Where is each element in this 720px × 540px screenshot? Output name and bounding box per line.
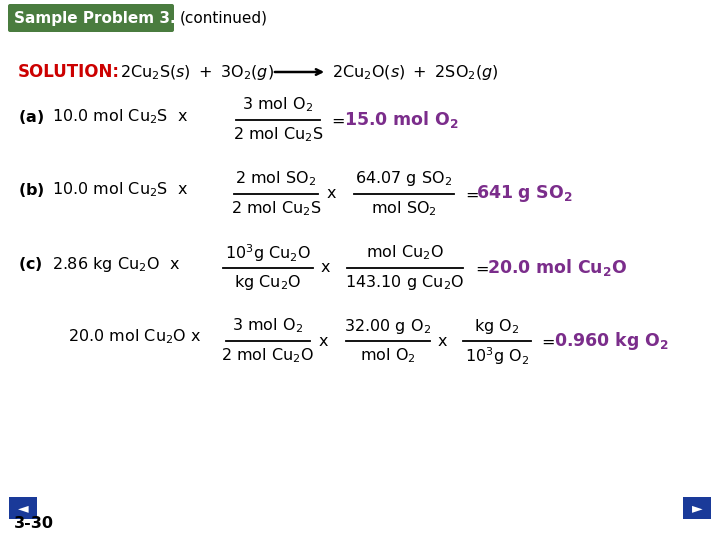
- Text: $\mathsf{2Cu_2S(}$$\mathit{s}$$\mathsf{)\ +\ 3O_2(}$$\mathit{g}$$\mathsf{)}$: $\mathsf{2Cu_2S(}$$\mathit{s}$$\mathsf{)…: [120, 63, 274, 82]
- Text: $\mathsf{10.0\ mol\ Cu_2S\ \ x}$: $\mathsf{10.0\ mol\ Cu_2S\ \ x}$: [52, 107, 189, 126]
- Text: $\mathsf{2Cu_2O(}$$\mathit{s}$$\mathsf{)\ +\ 2SO_2(}$$\mathit{g}$$\mathsf{)}$: $\mathsf{2Cu_2O(}$$\mathit{s}$$\mathsf{)…: [332, 63, 499, 82]
- Text: Sample Problem 3.8: Sample Problem 3.8: [14, 10, 186, 25]
- Text: ◄: ◄: [18, 501, 28, 515]
- Text: $\mathbf{(c)}$: $\mathbf{(c)}$: [18, 255, 42, 273]
- Text: $\mathbf{0.960\ kg\ O_2}$: $\mathbf{0.960\ kg\ O_2}$: [554, 330, 669, 352]
- Text: $\mathsf{x}$: $\mathsf{x}$: [320, 260, 331, 275]
- Text: $\mathsf{10.0\ mol\ Cu_2S\ \ x}$: $\mathsf{10.0\ mol\ Cu_2S\ \ x}$: [52, 181, 189, 199]
- Text: $\mathsf{10^3g\ Cu_2O}$: $\mathsf{10^3g\ Cu_2O}$: [225, 242, 311, 264]
- Text: $\mathsf{2\ mol\ SO_2}$: $\mathsf{2\ mol\ SO_2}$: [235, 170, 317, 188]
- Text: SOLUTION:: SOLUTION:: [18, 63, 120, 81]
- Text: $\mathbf{641\ g\ SO_2}$: $\mathbf{641\ g\ SO_2}$: [476, 184, 573, 205]
- Text: $\mathsf{kg\ O_2}$: $\mathsf{kg\ O_2}$: [474, 316, 520, 335]
- Text: $\mathbf{(a)}$: $\mathbf{(a)}$: [18, 108, 44, 126]
- Text: $\mathbf{15.0\ mol\ O_2}$: $\mathbf{15.0\ mol\ O_2}$: [344, 110, 459, 131]
- FancyBboxPatch shape: [8, 4, 174, 32]
- Text: 3-30: 3-30: [14, 516, 54, 531]
- Text: $\mathsf{3\ mol\ O_2}$: $\mathsf{3\ mol\ O_2}$: [243, 96, 313, 114]
- Text: $\mathsf{2\ mol\ Cu_2O}$: $\mathsf{2\ mol\ Cu_2O}$: [222, 347, 315, 366]
- Text: $\mathsf{10^3g\ O_2}$: $\mathsf{10^3g\ O_2}$: [465, 345, 529, 367]
- Text: $\mathsf{x}$: $\mathsf{x}$: [326, 186, 337, 201]
- Text: $\mathsf{3\ mol\ O_2}$: $\mathsf{3\ mol\ O_2}$: [233, 316, 304, 335]
- Text: $\mathsf{mol\ O_2}$: $\mathsf{mol\ O_2}$: [360, 347, 416, 366]
- Text: $\mathsf{64.07\ g\ SO_2}$: $\mathsf{64.07\ g\ SO_2}$: [356, 170, 453, 188]
- Text: ►: ►: [692, 501, 702, 515]
- Text: $\mathsf{mol\ SO_2}$: $\mathsf{mol\ SO_2}$: [371, 200, 437, 218]
- FancyBboxPatch shape: [683, 497, 711, 519]
- Text: $\mathsf{=}$: $\mathsf{=}$: [538, 334, 555, 348]
- Text: $\mathbf{(b)}$: $\mathbf{(b)}$: [18, 181, 45, 199]
- Text: $\mathsf{32.00\ g\ O_2}$: $\mathsf{32.00\ g\ O_2}$: [344, 316, 431, 335]
- Text: $\mathsf{x}$: $\mathsf{x}$: [318, 334, 329, 348]
- Text: $\mathsf{20.0\ mol\ Cu_2O\ x}$: $\mathsf{20.0\ mol\ Cu_2O\ x}$: [68, 328, 202, 346]
- Text: $\mathsf{=}$: $\mathsf{=}$: [472, 260, 489, 275]
- Text: $\mathsf{2\ mol\ Cu_2S}$: $\mathsf{2\ mol\ Cu_2S}$: [233, 126, 323, 144]
- Text: $\mathsf{143.10\ g\ Cu_2O}$: $\mathsf{143.10\ g\ Cu_2O}$: [346, 273, 464, 293]
- Text: $\mathsf{2\ mol\ Cu_2S}$: $\mathsf{2\ mol\ Cu_2S}$: [230, 200, 321, 218]
- Text: $\mathsf{=}$: $\mathsf{=}$: [328, 112, 345, 127]
- FancyBboxPatch shape: [9, 497, 37, 519]
- Text: $\mathsf{=}$: $\mathsf{=}$: [462, 186, 479, 201]
- Text: $\mathbf{20.0\ mol\ Cu_2O}$: $\mathbf{20.0\ mol\ Cu_2O}$: [487, 258, 627, 279]
- Text: $\mathsf{kg\ Cu_2O}$: $\mathsf{kg\ Cu_2O}$: [234, 273, 302, 293]
- Text: $\mathsf{mol\ Cu_2O}$: $\mathsf{mol\ Cu_2O}$: [366, 244, 444, 262]
- Text: (continued): (continued): [180, 10, 268, 25]
- Text: $\mathsf{x}$: $\mathsf{x}$: [437, 334, 448, 348]
- Text: $\mathsf{2.86\ kg\ Cu_2O\ \ x}$: $\mathsf{2.86\ kg\ Cu_2O\ \ x}$: [52, 254, 180, 273]
